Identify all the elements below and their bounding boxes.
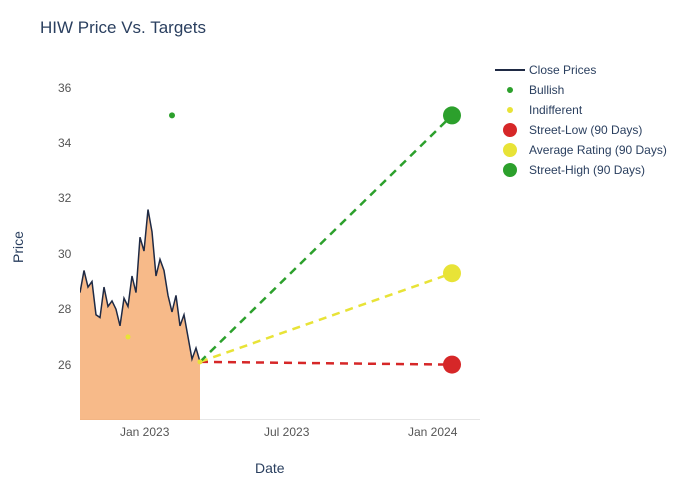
y-tick-label: 34 <box>58 136 71 150</box>
legend-item: Average Rating (90 Days) <box>495 140 667 160</box>
plot-area <box>80 60 480 420</box>
chart-title: HIW Price Vs. Targets <box>40 18 206 38</box>
legend-label: Street-High (90 Days) <box>529 163 645 177</box>
legend-label: Indifferent <box>529 103 582 117</box>
y-tick-label: 26 <box>58 358 71 372</box>
x-tick-label: Jul 2023 <box>264 425 309 439</box>
legend-swatch <box>495 123 525 137</box>
legend-label: Street-Low (90 Days) <box>529 123 642 137</box>
legend-item: Indifferent <box>495 100 667 120</box>
y-tick-label: 28 <box>58 302 71 316</box>
legend-item: Close Prices <box>495 60 667 80</box>
legend-label: Bullish <box>529 83 564 97</box>
y-axis-label: Price <box>10 231 26 263</box>
legend-label: Close Prices <box>529 63 596 77</box>
legend-swatch <box>495 83 525 97</box>
y-tick-label: 36 <box>58 81 71 95</box>
x-tick-label: Jan 2023 <box>120 425 169 439</box>
legend-swatch <box>495 63 525 77</box>
legend-item: Street-High (90 Days) <box>495 160 667 180</box>
plot-svg <box>80 60 480 420</box>
legend: Close Prices Bullish Indifferent Street-Low… <box>495 60 667 180</box>
legend-item: Bullish <box>495 80 667 100</box>
legend-swatch <box>495 163 525 177</box>
legend-swatch <box>495 143 525 157</box>
legend-item: Street-Low (90 Days) <box>495 120 667 140</box>
legend-swatch <box>495 103 525 117</box>
y-tick-label: 30 <box>58 247 71 261</box>
x-tick-label: Jan 2024 <box>408 425 457 439</box>
legend-label: Average Rating (90 Days) <box>529 143 667 157</box>
x-axis-label: Date <box>255 460 285 476</box>
y-tick-label: 32 <box>58 191 71 205</box>
chart-container: HIW Price Vs. Targets Date Price Close P… <box>0 0 700 500</box>
